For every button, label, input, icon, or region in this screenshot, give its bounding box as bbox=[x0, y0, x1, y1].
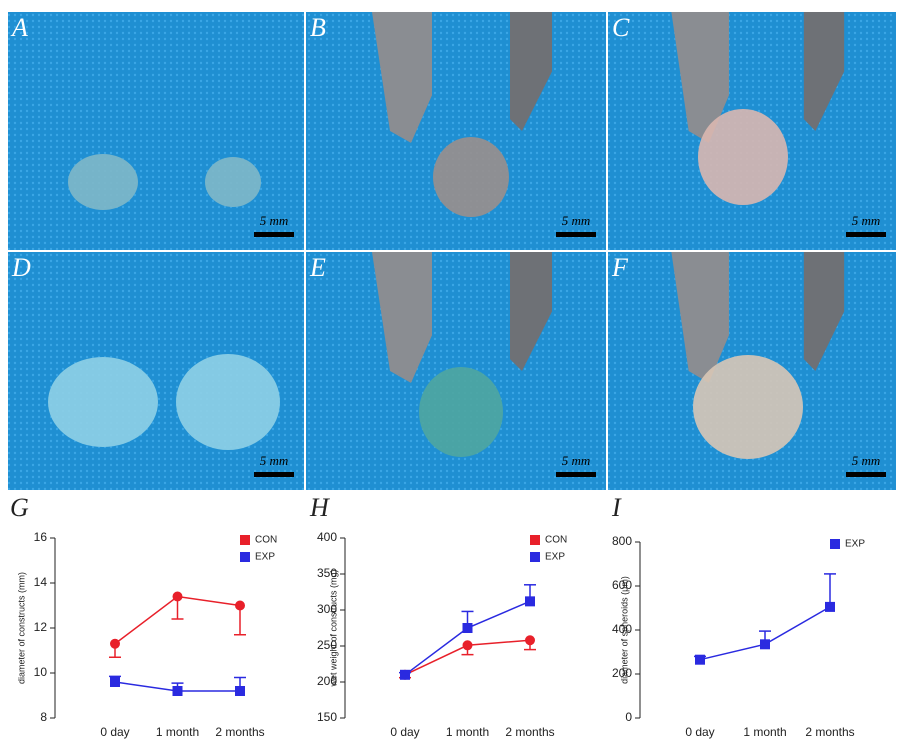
x-tick-label: 0 day bbox=[390, 725, 419, 739]
panel-label: C bbox=[612, 13, 630, 42]
panel-label: E bbox=[309, 253, 326, 282]
y-tick-label: 10 bbox=[34, 665, 48, 679]
point bbox=[400, 670, 410, 680]
figure: A 5 mm B 5 mm C 5 mm D 5 mm E 5 mm F 5 mm Gdiameter … bbox=[0, 0, 899, 740]
sample bbox=[693, 355, 803, 459]
y-tick-label: 400 bbox=[317, 530, 337, 544]
y-tick-label: 8 bbox=[40, 710, 47, 724]
sample bbox=[48, 357, 158, 447]
y-tick-label: 250 bbox=[317, 638, 337, 652]
y-axis-label: diameter of constructs (mm) bbox=[16, 572, 26, 684]
panel-label: G bbox=[10, 493, 29, 522]
legend-swatch bbox=[530, 552, 540, 562]
x-tick-label: 1 month bbox=[446, 725, 489, 739]
legend-swatch bbox=[530, 535, 540, 545]
legend-label: EXP bbox=[255, 552, 275, 563]
scale-label: 5 mm bbox=[562, 453, 591, 468]
y-tick-label: 0 bbox=[625, 710, 632, 724]
scale-bar bbox=[846, 232, 886, 237]
y-tick-label: 16 bbox=[34, 530, 48, 544]
y-tick-label: 150 bbox=[317, 710, 337, 724]
legend-label: EXP bbox=[545, 552, 565, 563]
x-tick-label: 1 month bbox=[156, 725, 199, 739]
x-tick-label: 2 months bbox=[505, 725, 554, 739]
legend-label: CON bbox=[255, 535, 277, 546]
scale-bar bbox=[254, 472, 294, 477]
x-tick-label: 2 months bbox=[215, 725, 264, 739]
sample bbox=[433, 137, 509, 217]
point bbox=[110, 677, 120, 687]
panel-label: A bbox=[10, 13, 28, 42]
scale-label: 5 mm bbox=[260, 213, 289, 228]
point bbox=[825, 602, 835, 612]
legend-swatch bbox=[830, 539, 840, 549]
point bbox=[760, 639, 770, 649]
y-tick-label: 14 bbox=[34, 575, 48, 589]
point bbox=[235, 686, 245, 696]
y-axis-label: wet weight of constructs (mg) bbox=[328, 569, 338, 687]
scale-label: 5 mm bbox=[260, 453, 289, 468]
panel-label: F bbox=[611, 253, 629, 282]
x-tick-label: 0 day bbox=[685, 725, 714, 739]
point bbox=[110, 639, 120, 649]
x-tick-label: 1 month bbox=[743, 725, 786, 739]
scale-bar bbox=[846, 472, 886, 477]
scale-label: 5 mm bbox=[852, 213, 881, 228]
y-tick-label: 200 bbox=[317, 674, 337, 688]
scale-bar bbox=[556, 232, 596, 237]
y-tick-label: 400 bbox=[612, 622, 632, 636]
sample bbox=[419, 367, 503, 457]
point bbox=[173, 686, 183, 696]
x-tick-label: 2 months bbox=[805, 725, 854, 739]
panel-label: H bbox=[309, 493, 330, 522]
point bbox=[173, 592, 183, 602]
scale-label: 5 mm bbox=[852, 453, 881, 468]
legend-swatch bbox=[240, 535, 250, 545]
page: A 5 mm B 5 mm C 5 mm D 5 mm E 5 mm F 5 mm Gdiameter … bbox=[0, 0, 899, 740]
y-tick-label: 300 bbox=[317, 602, 337, 616]
scale-bar bbox=[556, 472, 596, 477]
point bbox=[525, 635, 535, 645]
panel-label: D bbox=[11, 253, 31, 282]
panel-label: I bbox=[611, 493, 622, 522]
y-tick-label: 12 bbox=[34, 620, 48, 634]
scale-label: 5 mm bbox=[562, 213, 591, 228]
y-tick-label: 200 bbox=[612, 666, 632, 680]
y-tick-label: 800 bbox=[612, 534, 632, 548]
legend-swatch bbox=[240, 552, 250, 562]
sample bbox=[205, 157, 261, 207]
sample bbox=[176, 354, 280, 450]
y-tick-label: 350 bbox=[317, 566, 337, 580]
legend-label: EXP bbox=[845, 539, 865, 550]
point bbox=[525, 596, 535, 606]
point bbox=[463, 623, 473, 633]
x-tick-label: 0 day bbox=[100, 725, 129, 739]
point bbox=[463, 640, 473, 650]
sample bbox=[68, 154, 138, 210]
point bbox=[695, 655, 705, 665]
scale-bar bbox=[254, 232, 294, 237]
panel-label: B bbox=[310, 13, 326, 42]
point bbox=[235, 601, 245, 611]
sample bbox=[698, 109, 788, 205]
y-tick-label: 600 bbox=[612, 578, 632, 592]
legend-label: CON bbox=[545, 535, 567, 546]
